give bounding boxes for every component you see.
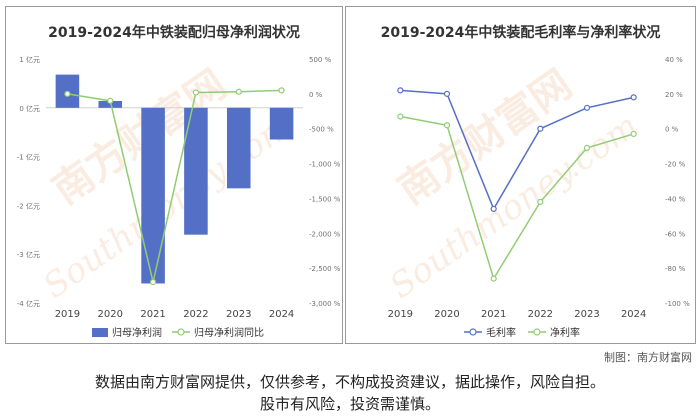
point-gross-margin xyxy=(537,125,544,132)
y-right-tick-label: -60 % xyxy=(665,230,686,238)
point-yoy xyxy=(149,278,157,286)
legend-line-marker xyxy=(177,328,185,336)
bar-net-profit xyxy=(269,107,294,140)
x-tick-label: 2019 xyxy=(55,309,80,320)
net-profit-chart-panel: 南方财富网 Southmoney.com 2019-2024年中铁装配归母净利润状况… xyxy=(5,6,343,344)
y-right-tick-label: -20 % xyxy=(665,161,686,169)
disclaimer-line-2: 股市有风险，投资需谨慎。 xyxy=(259,395,440,413)
legend-marker-net xyxy=(533,328,541,336)
x-tick-label: 2020 xyxy=(98,309,123,320)
y-right-tick-label: 0 % xyxy=(309,91,323,99)
point-yoy xyxy=(64,90,71,97)
y-right-tick-label: -3,000 % xyxy=(309,300,341,308)
point-gross-margin xyxy=(583,104,591,111)
legend-label-gross: 毛利率 xyxy=(486,326,516,339)
point-yoy xyxy=(107,97,114,104)
bar-net-profit xyxy=(184,107,208,235)
point-yoy xyxy=(192,89,200,96)
watermark-latin: Southmoney.com xyxy=(383,106,646,307)
y-right-tick-label: -2,500 % xyxy=(309,265,341,273)
point-yoy xyxy=(235,88,242,95)
x-tick-label: 2021 xyxy=(481,309,506,320)
watermark-brand: 南方财富网 xyxy=(390,61,580,213)
legend-marker-gross xyxy=(469,328,477,336)
point-net-margin xyxy=(630,130,637,138)
x-tick-label: 2022 xyxy=(183,309,208,320)
y-right-tick-label: -80 % xyxy=(665,265,686,273)
y-right-tick-label: -500 % xyxy=(309,126,334,134)
y-right-tick-label: 20 % xyxy=(665,91,683,99)
bar-net-profit xyxy=(98,100,123,108)
point-net-margin xyxy=(490,275,497,282)
legend-bar-label: 归母净利润 xyxy=(112,326,162,339)
x-tick-label: 2024 xyxy=(269,309,294,320)
legend-line-label: 归母净利润同比 xyxy=(194,326,264,339)
x-tick-label: 2020 xyxy=(434,309,459,320)
y-left-tick-label: -3 亿元 xyxy=(17,250,40,259)
point-gross-margin xyxy=(490,205,497,212)
y-right-tick-label: 0 % xyxy=(665,126,679,134)
y-right-tick-label: -2,000 % xyxy=(309,230,341,238)
x-tick-label: 2022 xyxy=(528,309,553,320)
y-left-tick-label: -2 亿元 xyxy=(17,201,40,210)
x-tick-label: 2021 xyxy=(140,309,165,320)
y-left-tick-label: -1 亿元 xyxy=(17,153,40,162)
point-gross-margin xyxy=(397,87,404,94)
point-net-margin xyxy=(583,144,591,151)
y-right-tick-label: -1,000 % xyxy=(309,161,341,169)
line-yoy-series xyxy=(67,89,282,283)
y-left-tick-label: 1 亿元 xyxy=(19,55,40,64)
point-gross-margin xyxy=(630,94,637,101)
chart-title: 2019-2024年中铁装配归母净利润状况 xyxy=(48,24,300,41)
net-profit-chart: 南方财富网Southmoney.com2019-2024年中铁装配归母净利润状况… xyxy=(17,24,341,339)
y-right-tick-label: -1,500 % xyxy=(309,195,341,203)
x-tick-label: 2023 xyxy=(574,309,599,320)
legend-label-net: 净利率 xyxy=(550,326,580,339)
point-gross-margin xyxy=(443,90,451,97)
y-right-tick-label: -40 % xyxy=(665,195,686,203)
bar-net-profit xyxy=(141,107,165,284)
chart-title: 2019-2024年中铁装配毛利率与净利率状况 xyxy=(381,24,661,41)
y-left-tick-label: 0 亿元 xyxy=(19,104,40,113)
x-tick-label: 2019 xyxy=(388,309,413,320)
y-right-tick-label: 40 % xyxy=(665,56,683,64)
watermark-latin: Southmoney.com xyxy=(36,106,299,307)
line-series-gross-margin xyxy=(400,89,634,211)
point-net-margin xyxy=(397,113,404,120)
y-right-tick-label: -100 % xyxy=(665,300,690,308)
disclaimer-line-1: 数据由南方财富网提供，仅供参考，不构成投资建议，据此操作，风险自担。 xyxy=(94,373,605,391)
line-series-net-margin xyxy=(400,115,634,281)
legend-bar-swatch xyxy=(92,328,108,337)
point-net-margin xyxy=(443,122,451,129)
margin-chart-panel: 南方财富网 Southmoney.com 2019-2024年中铁装配毛利率与净利率… xyxy=(345,6,696,344)
point-net-margin xyxy=(537,198,544,206)
chart-credit: 制图：南方财富网 xyxy=(604,351,692,364)
y-right-tick-label: 500 % xyxy=(309,56,332,64)
x-tick-label: 2024 xyxy=(621,309,646,320)
bar-net-profit xyxy=(226,107,251,189)
x-tick-label: 2023 xyxy=(226,309,251,320)
y-left-tick-label: -4 亿元 xyxy=(17,299,40,308)
point-yoy xyxy=(278,87,285,94)
